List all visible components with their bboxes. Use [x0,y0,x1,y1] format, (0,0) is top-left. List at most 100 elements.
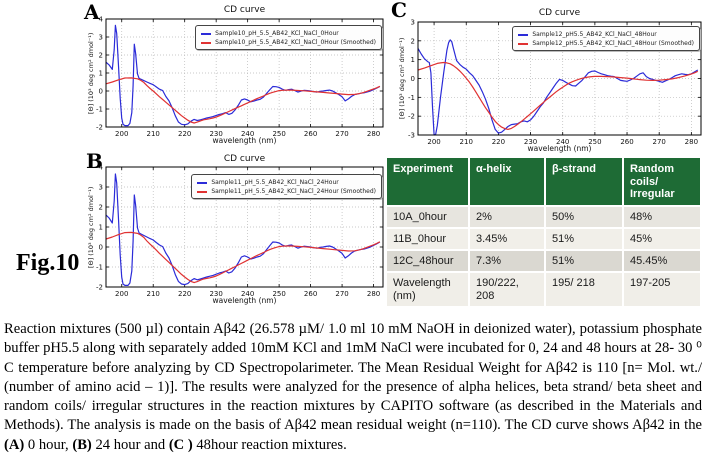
data-series-line [105,24,381,127]
x-tick-label: 270 [335,290,348,298]
raw-line-swatch [197,181,208,184]
plot-xlabel: wavelength (nm) [212,136,277,145]
x-tick-label: 260 [304,130,317,138]
caption-segment: Reaction mixtures (500 µl) contain Aβ42 … [4,321,702,434]
data-series-line [105,231,381,284]
raw-line-swatch [518,33,529,36]
table-header-row: Experiment α-helix β-strand Random coils… [387,158,700,206]
data-series-line [105,173,381,286]
figure-number: Fig.10 [16,250,80,276]
table-row: Wavelength (nm) 190/222, 208 195/ 218 19… [387,271,700,306]
x-tick-label: 230 [524,138,537,146]
table-cell: 51% [544,227,623,250]
y-tick-label: 4 [99,16,104,24]
table-header-cell: Random coils/ Irregular [622,158,700,206]
table-cell: 10A_0hour [393,210,447,223]
plot-ylabel: [Θ] (10³ deg cm² dmol⁻¹) [87,32,95,114]
x-tick-label: 270 [335,130,348,138]
secondary-structure-table: Experiment α-helix β-strand Random coils… [387,158,700,306]
axes-frame [417,21,702,136]
caption-segment: (B) [72,436,92,453]
data-series-line [417,61,699,131]
table-cell: 50% [544,205,623,228]
x-tick-label: 280 [685,138,698,146]
table-cell: 7.3% [468,249,545,272]
data-series-line [417,39,699,136]
x-tick-label: 210 [147,290,160,298]
y-tick-label: -1 [96,106,103,114]
x-tick-label: 200 [427,138,440,146]
x-tick-label: 250 [588,138,601,146]
x-tick-label: 240 [241,130,254,138]
legend-label: Sample12_pH5.5_AB42_KCl_NaCl_48Hour (Smo… [532,40,694,47]
axes-frame [105,18,384,128]
panel-label-a: A [84,0,100,24]
axes-frame [105,166,384,288]
raw-line-swatch [201,32,212,35]
y-tick-label: 0 [99,244,103,252]
x-tick-label: 220 [492,138,505,146]
plot-legend: Sample10_pH_5.5_AB42_KCl_NaCl_0Hour Samp… [195,25,382,50]
cd-plot-a: CD curve [Θ] (10³ deg cm² dmol⁻¹) wavele… [85,2,386,151]
y-tick-label: -2 [96,124,103,132]
x-tick-label: 260 [304,290,317,298]
legend-entry: Sample11_pH_5.5_AB42_KCl_NaCl_24Hour [197,178,376,187]
plot-legend: Sample11_pH_5.5_AB42_KCl_NaCl_24Hour Sam… [191,174,382,199]
smoothed-line-swatch [518,42,529,45]
plot-title: CD curve [223,154,266,164]
y-tick-label: 3 [99,34,103,42]
table-cell: 3.45% [468,227,545,250]
legend-entry: Sample12_pH5.5_AB42_KCl_NaCl_48Hour (Smo… [518,39,694,48]
y-tick-label: 1 [411,56,415,64]
x-tick-label: 280 [367,290,380,298]
plot-ylabel: [Θ] (10³ deg cm² dmol⁻¹) [398,37,406,120]
y-tick-label: 1 [99,70,103,78]
table-cell: 190/222, 208 [468,271,545,306]
x-tick-label: 260 [620,138,633,146]
legend-label: Sample10_pH_5.5_AB42_KCl_NaCl_0Hour [215,30,339,37]
caption-segment: 24 hour and [91,436,169,453]
x-tick-label: 220 [178,290,191,298]
y-tick-label: 0 [411,75,415,83]
y-tick-label: 1 [99,224,103,232]
legend-label: Sample11_pH_5.5_AB42_KCl_NaCl_24Hour (Sm… [211,188,376,195]
x-tick-label: 270 [653,138,666,146]
x-tick-label: 200 [115,290,128,298]
y-tick-label: 3 [411,19,415,27]
plot-title: CD curve [223,5,266,15]
legend-entry: Sample10_pH_5.5_AB42_KCl_NaCl_0Hour (Smo… [201,38,376,47]
table-cell: 12C_48hour [393,254,454,267]
smoothed-line-swatch [197,190,208,193]
legend-label: Sample12_pH5.5_AB42_KCl_NaCl_48Hour [532,31,657,38]
y-tick-label: -2 [96,284,103,292]
table-row: 10A_0hour 2% 50% 48% [387,205,700,228]
smoothed-line-swatch [201,41,212,44]
plot-xlabel: wavelength (nm) [527,144,592,153]
caption-segment: (C ) [168,436,193,453]
x-tick-label: 230 [209,130,222,138]
x-tick-label: 250 [272,290,285,298]
table-cell: 51% [544,249,623,272]
y-tick-label: -1 [408,94,415,102]
cd-plot-b: CD curve [Θ] (10³ deg cm² dmol⁻¹) wavele… [85,153,386,310]
y-tick-label: 0 [99,88,103,96]
legend-entry: Sample10_pH_5.5_AB42_KCl_NaCl_0Hour [201,29,376,38]
table-cell: 195/ 218 [544,271,623,306]
panel-label-c: C [391,0,407,22]
x-tick-label: 210 [460,138,473,146]
table-cell: 197-205 [622,271,700,306]
y-tick-label: 2 [99,52,103,60]
caption-segment: 48hour reaction mixtures. [192,436,347,453]
plot-xlabel: wavelength (nm) [212,296,277,305]
x-tick-label: 200 [115,130,128,138]
table-cell: 45% [622,227,700,250]
caption-segment: (A) [4,436,25,453]
y-tick-label: -1 [96,264,103,272]
x-tick-label: 220 [178,130,191,138]
table-cell: 45.45% [622,249,700,272]
x-tick-label: 280 [367,130,380,138]
table-header-cell: α-helix [468,158,545,206]
table-header-cell: Experiment [387,158,469,206]
plot-legend: Sample12_pH5.5_AB42_KCl_NaCl_48Hour Samp… [512,26,700,51]
x-tick-label: 230 [209,290,222,298]
